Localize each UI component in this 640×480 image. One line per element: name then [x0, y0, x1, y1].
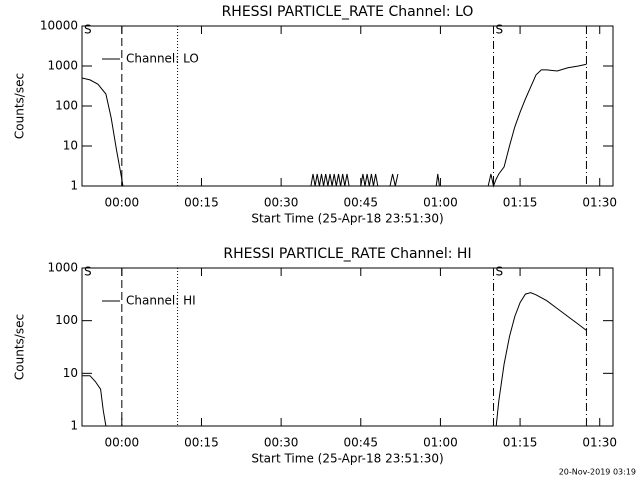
- data-line: [310, 173, 350, 187]
- legend-label: Channel: LO: [126, 52, 199, 66]
- x-tick-label: 00:15: [184, 436, 219, 450]
- x-tick-label: 00:30: [264, 436, 299, 450]
- data-line: [495, 292, 587, 427]
- y-tick-label: 1000: [47, 59, 78, 73]
- y-axis-title: Counts/sec: [13, 73, 27, 139]
- y-tick-label: 10: [63, 139, 78, 153]
- event-marker: S: [496, 265, 504, 279]
- x-tick-label: 01:00: [423, 436, 458, 450]
- y-axis-title: Counts/sec: [13, 314, 27, 380]
- y-tick-label: 1: [70, 179, 78, 193]
- data-line: [360, 173, 379, 187]
- y-tick-label: 1: [70, 419, 78, 433]
- event-marker: S: [84, 23, 92, 37]
- x-tick-label: 00:00: [105, 196, 140, 210]
- chart-title: RHESSI PARTICLE_RATE Channel: HI: [223, 246, 471, 262]
- y-tick-label: 100: [55, 99, 78, 113]
- x-tick-label: 01:15: [503, 436, 538, 450]
- x-tick-label: 00:45: [343, 436, 378, 450]
- x-tick-label: 01:30: [582, 436, 617, 450]
- plot-frame: [81, 267, 614, 427]
- timestamp: 20-Nov-2019 03:19: [559, 468, 636, 477]
- y-tick-label: 10: [63, 366, 78, 380]
- x-axis-title: Start Time (25-Apr-18 23:51:30): [251, 452, 443, 466]
- x-tick-label: 00:30: [264, 196, 299, 210]
- x-tick-label: 01:15: [503, 196, 538, 210]
- data-line: [389, 173, 399, 187]
- event-marker: S: [496, 23, 504, 37]
- y-tick-label: 100: [55, 313, 78, 327]
- x-axis-title: Start Time (25-Apr-18 23:51:30): [251, 212, 443, 226]
- x-tick-label: 00:45: [343, 196, 378, 210]
- x-tick-label: 00:00: [105, 436, 140, 450]
- x-tick-label: 00:15: [184, 196, 219, 210]
- legend-label: Channel: HI: [126, 294, 196, 308]
- chart-title: RHESSI PARTICLE_RATE Channel: LO: [222, 4, 474, 20]
- data-line: [487, 63, 587, 188]
- x-tick-label: 01:30: [582, 196, 617, 210]
- data-line: [81, 77, 124, 187]
- x-tick-label: 01:00: [423, 196, 458, 210]
- y-tick-label: 10000: [40, 19, 78, 33]
- y-tick-label: 1000: [47, 261, 78, 275]
- data-line: [82, 375, 107, 427]
- data-line: [435, 173, 440, 187]
- event-marker: S: [84, 265, 92, 279]
